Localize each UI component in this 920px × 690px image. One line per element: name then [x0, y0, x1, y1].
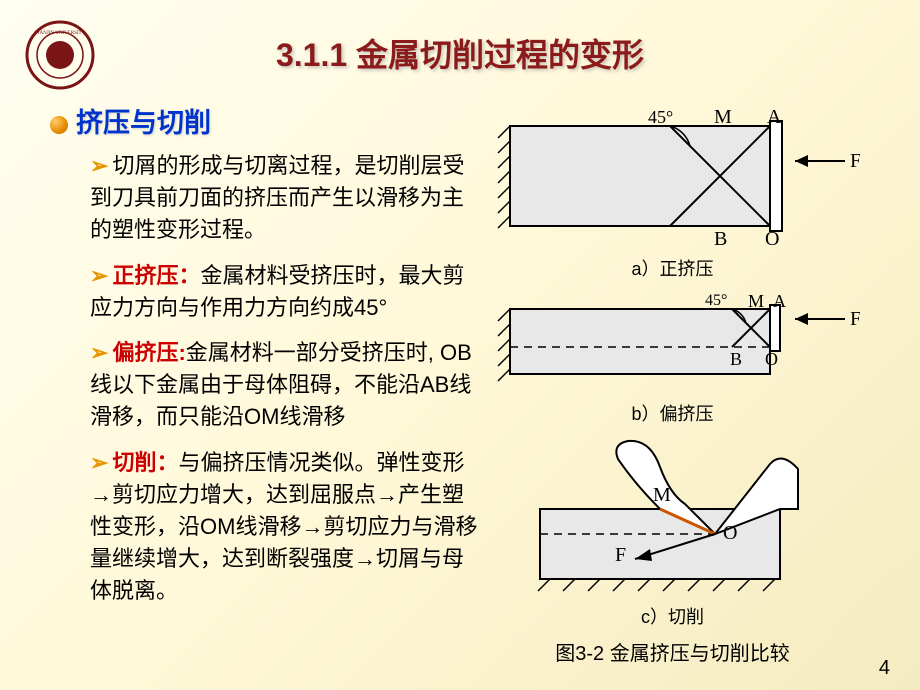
label-O: O	[765, 228, 779, 246]
slide: TIANJIN UNIVERSITY 3.1.1 金属切削过程的变形 挤压与切削…	[0, 0, 920, 690]
para1-text: 切屑的形成与切离过程，是切削层受到刀具前刀面的挤压而产生以滑移为主的塑性变形过程…	[90, 153, 464, 242]
paragraph-2: ➢正挤压：金属材料受挤压时，最大剪应力方向与作用力方向约成45°	[90, 260, 480, 324]
label-B-b: B	[730, 349, 742, 369]
label-F: F	[850, 150, 860, 172]
caption-c: c）切削	[490, 603, 855, 629]
arrow-icon: ➢	[90, 340, 108, 365]
subheading: 挤压与切削	[50, 101, 480, 140]
caption-b: b）偏挤压	[490, 400, 855, 426]
figure-a: 45° M A B O F	[490, 101, 860, 246]
page-number: 4	[879, 657, 890, 680]
subheading-text: 挤压与切削	[76, 108, 211, 138]
paragraph-3: ➢偏挤压:金属材料一部分受挤压时, OB线以下金属由于母体阻碍，不能沿AB线滑移…	[90, 337, 480, 433]
label-A-b: A	[773, 291, 786, 311]
svg-text:TIANJIN UNIVERSITY: TIANJIN UNIVERSITY	[35, 31, 86, 36]
term-4: 切削：	[112, 450, 178, 475]
main-caption: 图3-2 金属挤压与切削比较	[490, 637, 855, 666]
university-logo: TIANJIN UNIVERSITY	[25, 20, 95, 90]
label-O-b: O	[765, 349, 778, 369]
label-M-c: M	[653, 484, 671, 506]
arrow-icon: ➢	[90, 263, 108, 288]
label-B: B	[714, 228, 727, 246]
term-2: 正挤压：	[112, 263, 200, 288]
label-angle-b: 45°	[705, 292, 727, 309]
text-column: 挤压与切削 ➢切屑的形成与切离过程，是切削层受到刀具前刀面的挤压而产生以滑移为主…	[25, 101, 480, 666]
label-M-b: M	[748, 291, 764, 311]
paragraph-4: ➢切削：与偏挤压情况类似。弹性变形→剪切应力增大，达到屈服点→产生塑性变形，沿O…	[90, 447, 480, 606]
label-A: A	[767, 106, 782, 128]
figure-c: M O F	[490, 434, 860, 594]
term-3: 偏挤压:	[112, 340, 185, 365]
figure-column: 45° M A B O F a）正挤压	[480, 101, 855, 666]
arrow-icon: ➢	[90, 450, 108, 475]
paragraph-1: ➢切屑的形成与切离过程，是切削层受到刀具前刀面的挤压而产生以滑移为主的塑性变形过…	[90, 150, 480, 246]
caption-a: a）正挤压	[490, 255, 855, 281]
bullet-icon	[50, 116, 68, 134]
label-F-c: F	[615, 544, 626, 566]
label-F-b: F	[850, 308, 860, 330]
label-M: M	[714, 106, 732, 128]
label-O-c: O	[723, 522, 737, 544]
content-row: 挤压与切削 ➢切屑的形成与切离过程，是切削层受到刀具前刀面的挤压而产生以滑移为主…	[25, 101, 895, 666]
section-title: 3.1.1 金属切削过程的变形	[25, 30, 895, 76]
label-angle: 45°	[648, 107, 673, 127]
figure-b: 45° M A B O F	[490, 291, 860, 391]
arrow-icon: ➢	[90, 153, 108, 178]
